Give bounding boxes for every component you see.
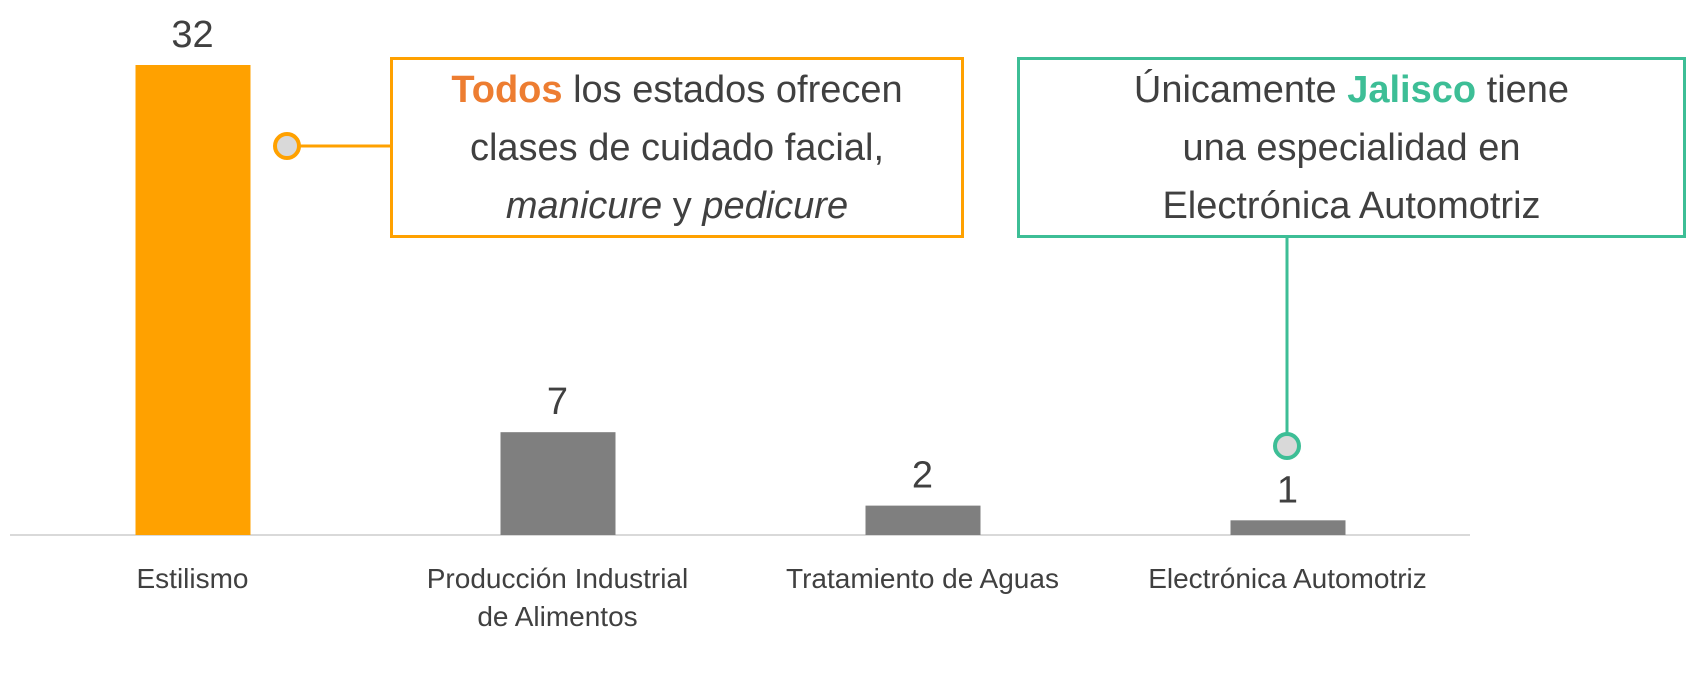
x-tick-label: Electrónica Automotriz [1148, 563, 1427, 594]
annotation-box: Todos los estados ofrecen clases de cuid… [390, 57, 964, 238]
value-label: 32 [171, 14, 213, 56]
annotation-part: pedicure [702, 184, 849, 227]
bar [500, 432, 616, 535]
annotation-part: Todos [451, 68, 563, 111]
value-label: 2 [912, 455, 933, 497]
x-tick-label: Tratamiento de Aguas [786, 563, 1059, 594]
x-tick-label: Estilismo [136, 563, 249, 594]
annotation-text: Todos los estados ofrecen clases de cuid… [451, 61, 902, 235]
annotation-part: Jalisco [1347, 68, 1477, 111]
annotation-part: los estados ofrecen clases de cuidado fa… [469, 68, 903, 169]
annotation-part: manicure [505, 184, 663, 227]
annotation-part: tiene una especialidad en Electrónica Au… [1162, 68, 1570, 227]
bar [1230, 520, 1346, 535]
value-label: 7 [547, 381, 568, 423]
annotation-box: Únicamente Jalisco tiene una especialida… [1017, 57, 1686, 238]
annotation-part: y [662, 184, 703, 227]
value-label: 1 [1277, 469, 1298, 511]
annotation-text: Únicamente Jalisco tiene una especialida… [1134, 61, 1569, 235]
x-tick-label: Producción Industrial de Alimentos [426, 563, 689, 632]
bar [135, 65, 251, 535]
connector-dot [273, 132, 301, 160]
bar [865, 505, 981, 535]
connector-dot [1273, 432, 1301, 460]
annotation-part: Únicamente [1133, 68, 1348, 111]
